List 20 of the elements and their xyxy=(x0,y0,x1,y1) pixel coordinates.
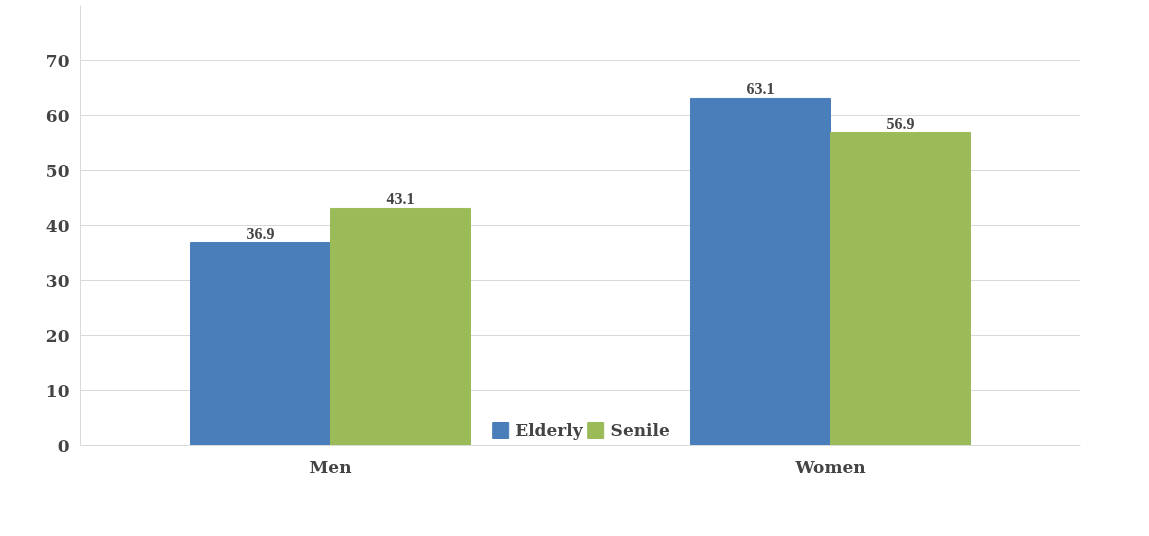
y-tick-label: 0 xyxy=(57,435,70,456)
y-tick-label: 70 xyxy=(45,50,70,71)
y-tick-label: 60 xyxy=(45,105,70,126)
x-tick-label: Women xyxy=(794,456,866,477)
y-tick-label: 30 xyxy=(45,270,70,291)
bar xyxy=(330,207,471,446)
bar xyxy=(190,242,331,446)
data-label: 43.1 xyxy=(386,190,415,208)
bar xyxy=(830,132,971,446)
data-label: 63.1 xyxy=(746,80,775,98)
bar xyxy=(690,97,831,446)
y-tick-label: 20 xyxy=(45,325,70,346)
legend-label: Elderly xyxy=(515,420,583,440)
y-tick-label: 50 xyxy=(45,160,70,181)
y-tick-label: 40 xyxy=(45,215,70,236)
legend-label: Senile xyxy=(610,420,670,440)
data-label: 36.9 xyxy=(246,224,275,242)
x-tick-label: Men xyxy=(309,456,352,477)
y-tick-label: 10 xyxy=(45,380,70,401)
data-label: 56.9 xyxy=(886,114,915,132)
